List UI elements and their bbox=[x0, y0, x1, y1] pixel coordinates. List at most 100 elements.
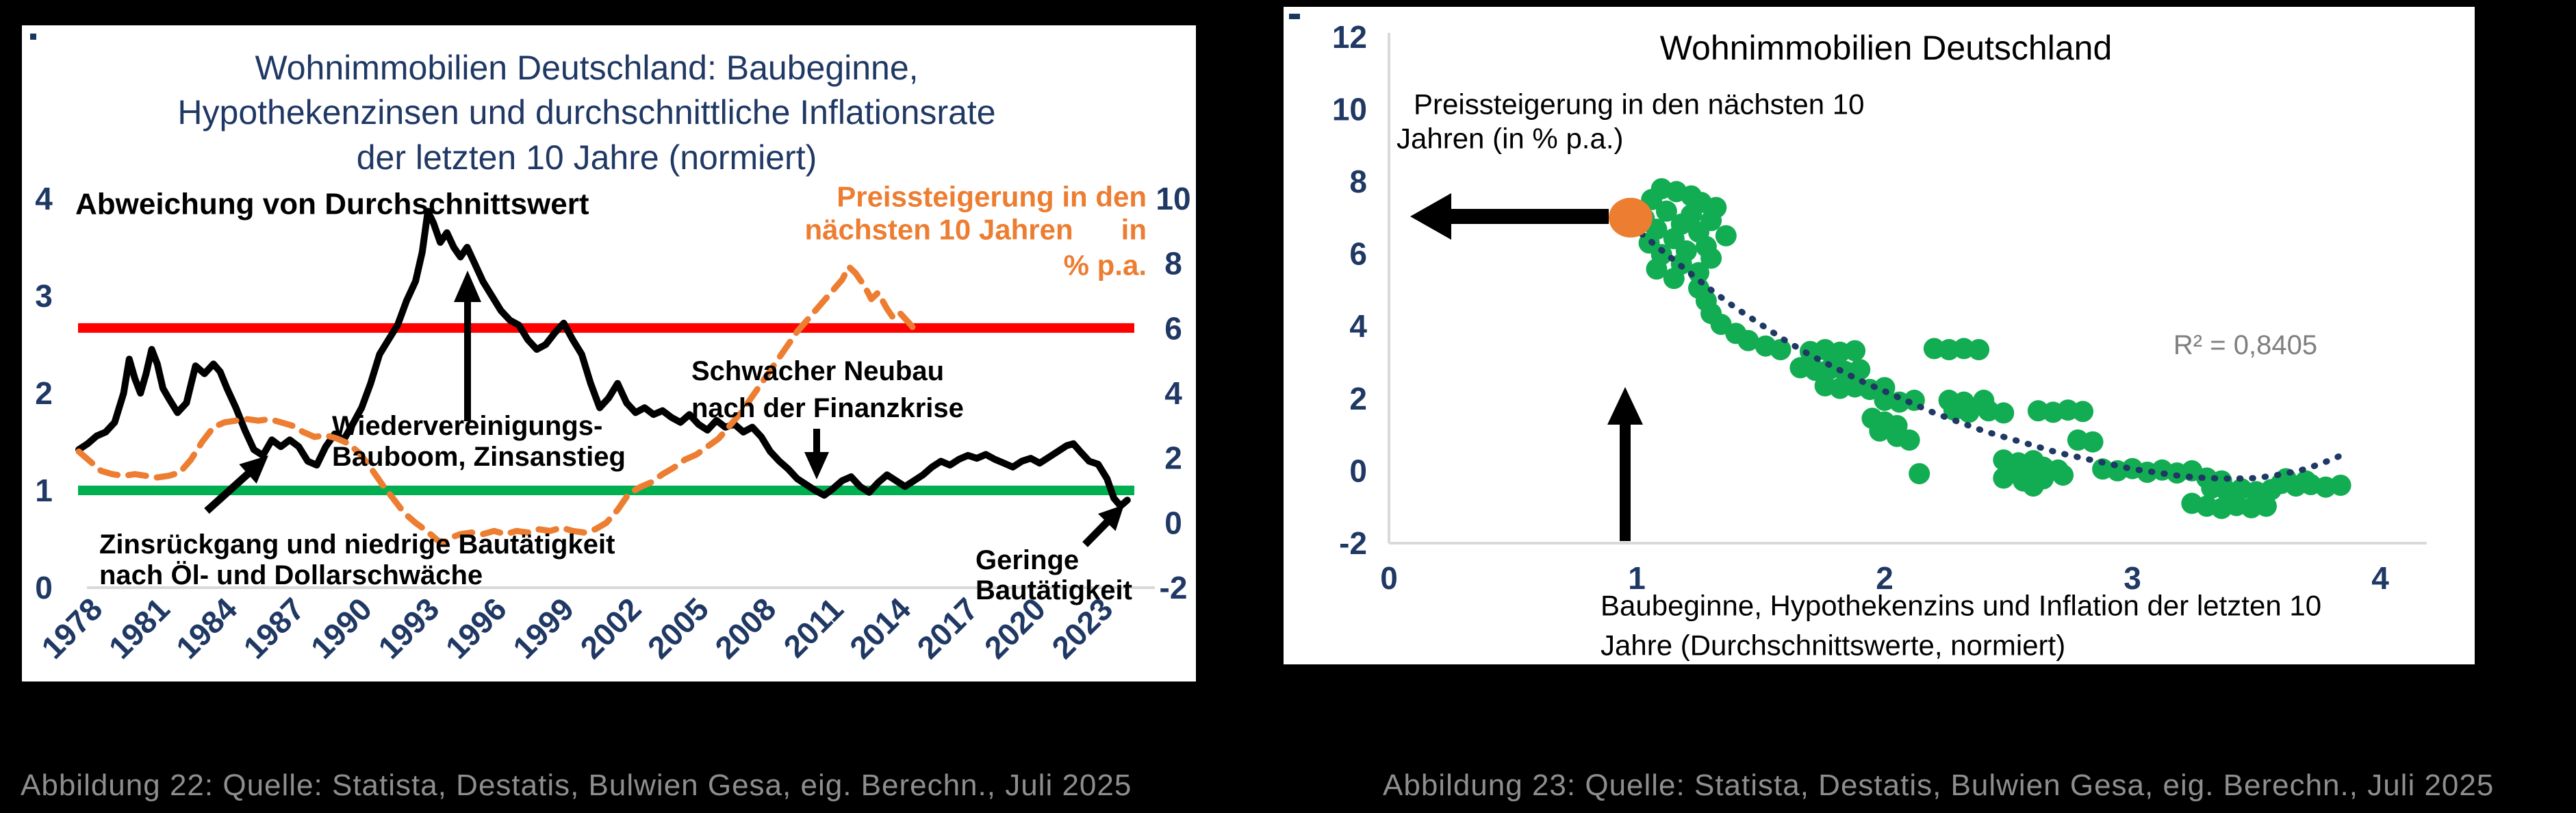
up-arrow-icon bbox=[454, 271, 481, 421]
scatter-point bbox=[2052, 464, 2074, 486]
annotation-zinsrueckgang-line-2: nach Öl- und Dollarschwäche bbox=[99, 560, 483, 590]
scatter-point bbox=[2256, 495, 2277, 517]
right-axis-tick-label: -2 bbox=[1160, 570, 1188, 605]
chart-title-line-1: Wohnimmobilien Deutschland: Baubeginne, bbox=[255, 49, 918, 87]
x-axis-title-line-2: Jahre (Durchschnittswerte, normiert) bbox=[1601, 629, 2065, 662]
up-arrow-icon bbox=[1607, 387, 1643, 541]
stray-mark bbox=[1289, 14, 1300, 19]
scatter-point bbox=[1688, 262, 1709, 284]
x-axis-tick-label: 1999 bbox=[506, 591, 581, 666]
right-axis-tick-label: 10 bbox=[1156, 181, 1190, 216]
scatter-point bbox=[1849, 359, 1871, 381]
scatter-point bbox=[2082, 431, 2104, 453]
x-axis-tick-label: 1990 bbox=[304, 591, 379, 666]
right-axis-tick-label: 0 bbox=[1164, 505, 1182, 540]
right-axis-tick-label: 2 bbox=[1164, 440, 1182, 476]
scatter-point bbox=[1770, 339, 1791, 360]
x-axis-title-line-1: Baubeginne, Hypothekenzins und Inflation… bbox=[1601, 590, 2321, 622]
scatter-point bbox=[1844, 340, 1866, 362]
scatter-point bbox=[1663, 268, 1685, 289]
figure-23-panel: 12 10 8 6 4 2 0 -2 0 1 2 3 4 Wohnimmobilien Deutschl… bbox=[1284, 7, 2475, 664]
left-arrow-icon bbox=[1410, 193, 1609, 240]
scatter-point bbox=[1646, 258, 1668, 280]
y-axis-tick-label: -2 bbox=[1339, 525, 1367, 561]
x-axis-tick-label: 1 bbox=[1628, 560, 1646, 596]
x-axis-tick-label: 2 bbox=[1876, 560, 1893, 596]
left-axis-tick-label: 2 bbox=[35, 375, 53, 411]
scatter-point bbox=[1993, 402, 2015, 424]
chart-title-line-2: Hypothekenzinsen und durchschnittliche I… bbox=[177, 93, 995, 132]
caption-figure-22: Abbildung 22: Quelle: Statista, Destatis… bbox=[21, 768, 1132, 802]
left-axis-tick-label: 1 bbox=[35, 473, 53, 508]
left-axis-tick-label: 0 bbox=[35, 570, 53, 605]
scatter-point bbox=[2330, 475, 2351, 496]
right-axis-title-line-3: % p.a. bbox=[1064, 249, 1147, 282]
right-axis-title-line-2: nächsten 10 Jahren in bbox=[804, 214, 1147, 246]
diagonal-arrow-geringe-icon bbox=[1082, 505, 1124, 547]
scatter-point bbox=[1715, 225, 1737, 247]
stray-mark bbox=[30, 34, 36, 40]
down-arrow-icon bbox=[804, 429, 829, 479]
annotation-schwacher-neubau-line-2: nach der Finanzkrise bbox=[691, 393, 964, 423]
left-axis-tick-label: 3 bbox=[35, 278, 53, 314]
scatter-point bbox=[1700, 247, 1722, 269]
y-axis-tick-label: 10 bbox=[1332, 91, 1367, 127]
chart-title-line-3: der letzten 10 Jahre (normiert) bbox=[357, 138, 817, 177]
scatter-point bbox=[1898, 429, 1920, 451]
annotation-geringe-line-1: Geringe bbox=[975, 545, 1079, 575]
left-axis-tick-label: 4 bbox=[35, 181, 53, 216]
x-axis-tick-label: 2005 bbox=[641, 591, 715, 666]
figure-22-panel: 4 3 2 1 0 10 8 6 4 2 0 -2 1978 1981 1984 1987 1990 1993 19… bbox=[22, 25, 1196, 681]
annotation-geringe-line-2: Bautätigkeit bbox=[975, 575, 1132, 605]
y-axis-tick-label: 0 bbox=[1349, 453, 1367, 488]
scatter-point bbox=[2022, 475, 2044, 497]
x-axis-tick-label: 3 bbox=[2124, 560, 2141, 596]
left-axis-title: Abweichung von Durchschnittswert bbox=[75, 188, 589, 221]
y-axis-tick-label: 4 bbox=[1349, 308, 1367, 344]
r-squared-label: R² = 0,8405 bbox=[2173, 330, 2317, 360]
highlight-point bbox=[1608, 197, 1653, 238]
x-axis-tick-label: 1987 bbox=[236, 591, 311, 666]
right-axis-tick-label: 6 bbox=[1164, 310, 1182, 346]
chart-title: Wohnimmobilien Deutschland bbox=[1660, 29, 2113, 67]
line-chart-figure-22: 432101086420-219781981198419871990199319… bbox=[30, 34, 1191, 666]
x-axis-tick-label: 2008 bbox=[708, 591, 782, 666]
diagonal-arrow-zinsrueckgang-icon bbox=[204, 455, 268, 514]
right-axis-title-line-1: Preissteigerung in den bbox=[837, 181, 1147, 213]
scatter-point bbox=[1869, 420, 1891, 442]
x-axis-tick-label: 1996 bbox=[439, 591, 513, 666]
series-price-increase bbox=[75, 263, 919, 546]
right-axis-tick-label: 4 bbox=[1164, 375, 1182, 411]
x-axis-tick-label: 1981 bbox=[102, 591, 177, 666]
scatter-point bbox=[2295, 470, 2317, 492]
x-axis-tick-label: 4 bbox=[2371, 560, 2389, 596]
scatter-point bbox=[1958, 401, 1980, 423]
scatter-point bbox=[2072, 401, 2094, 423]
x-axis-tick-label: 2017 bbox=[910, 591, 984, 666]
y-axis-title-line-2: Jahren (in % p.a.) bbox=[1397, 123, 1624, 155]
scatter-point bbox=[1655, 200, 1677, 222]
x-axis-tick-label: 2014 bbox=[843, 590, 917, 665]
scatter-point bbox=[1968, 339, 1990, 360]
scatter-point bbox=[1993, 467, 2015, 489]
y-axis-tick-label: 8 bbox=[1349, 164, 1367, 199]
y-axis-tick-label: 6 bbox=[1349, 236, 1367, 272]
y-axis-tick-label: 2 bbox=[1349, 381, 1367, 416]
x-axis-tick-label: 0 bbox=[1380, 560, 1398, 596]
right-axis-tick-label: 8 bbox=[1164, 246, 1182, 282]
x-axis-tick-label: 1993 bbox=[371, 591, 446, 666]
caption-figure-23: Abbildung 23: Quelle: Statista, Destatis… bbox=[1383, 768, 2495, 802]
annotation-zinsrueckgang-line-1: Zinsrückgang und niedrige Bautätigkeit bbox=[99, 529, 615, 560]
x-axis-tick-label: 1984 bbox=[169, 590, 244, 665]
series-deviation bbox=[75, 208, 1131, 510]
x-axis-tick-label: 2002 bbox=[573, 591, 648, 666]
annotation-reunification-line-2: Bauboom, Zinsanstieg bbox=[332, 442, 626, 472]
x-axis-tick-label: 2011 bbox=[776, 591, 850, 664]
y-axis-title-line-1: Preissteigerung in den nächsten 10 bbox=[1414, 88, 1864, 121]
y-axis-tick-label: 12 bbox=[1332, 19, 1367, 55]
scatter-point bbox=[1737, 329, 1759, 351]
scatter-point bbox=[1909, 463, 1930, 485]
